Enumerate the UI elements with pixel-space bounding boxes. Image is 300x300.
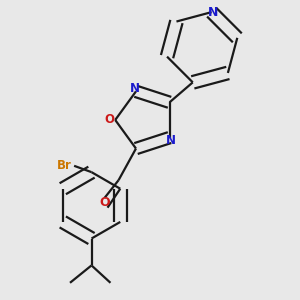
Text: N: N	[166, 134, 176, 147]
Text: Br: Br	[57, 159, 72, 172]
Text: O: O	[99, 196, 110, 209]
Text: O: O	[104, 113, 115, 127]
Text: N: N	[129, 82, 140, 95]
Text: N: N	[208, 6, 218, 19]
